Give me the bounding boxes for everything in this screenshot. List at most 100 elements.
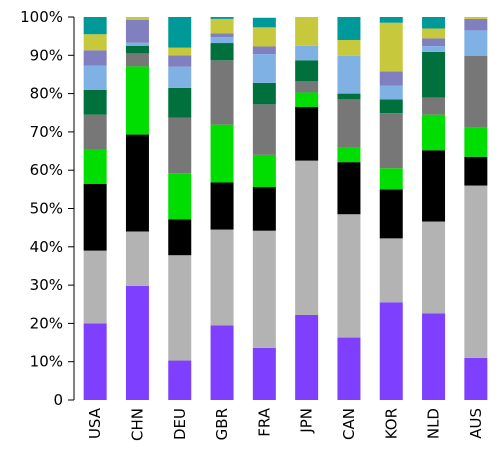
bar-segment (422, 46, 446, 52)
bar-segment (83, 323, 107, 400)
y-tick-label: 70% (30, 123, 63, 141)
bar-segment (125, 231, 149, 286)
bar-segment (168, 47, 192, 56)
x-tick-label: DEU (171, 408, 189, 440)
y-tick-label: 40% (30, 238, 63, 256)
bar-stack-nld (422, 17, 446, 400)
x-axis: USA CHN DEU GBR FRA JPN CAN KOR NLD AUS (86, 407, 485, 441)
y-tick-label: 50% (30, 200, 63, 218)
x-tick-label: GBR (213, 408, 231, 440)
bar-segment (379, 85, 403, 100)
bar-segment (210, 17, 234, 19)
bar-segment (168, 117, 192, 174)
bar-segment (422, 28, 446, 39)
bar-stack-fra (252, 17, 276, 400)
x-tick-label: NLD (425, 408, 443, 439)
bar-segment (252, 104, 276, 155)
bar-segment (125, 45, 149, 54)
bar-segment (295, 92, 319, 108)
bar-segment (295, 60, 319, 82)
bar-segment (125, 134, 149, 232)
y-tick-label: 60% (30, 161, 63, 179)
bar-segment (210, 325, 234, 400)
bar-segment (337, 147, 361, 163)
bar-segment (252, 17, 276, 28)
bar-segment (379, 22, 403, 72)
bar-segment (83, 65, 107, 90)
bar-segment (83, 34, 107, 51)
x-tick-label: KOR (382, 408, 400, 439)
bar-stack-jpn (295, 17, 319, 400)
bar-segment (168, 66, 192, 88)
bar-segment (83, 149, 107, 184)
bar-segment (125, 42, 149, 46)
bar-segment (337, 93, 361, 100)
bar-segment (295, 45, 319, 61)
bar-segment (210, 37, 234, 44)
bar-segment (210, 182, 234, 230)
bar-segment (464, 357, 488, 400)
bar-segment (83, 17, 107, 35)
bar-segment (464, 156, 488, 186)
bar-segment (379, 99, 403, 114)
bar-segment (125, 66, 149, 135)
bar-segment (464, 185, 488, 358)
bar-segment (210, 60, 234, 125)
bar-stack-kor (379, 17, 403, 400)
bar-segment (422, 313, 446, 400)
bar-segment (168, 17, 192, 48)
bar-segment (379, 302, 403, 400)
bar-segment (422, 51, 446, 98)
x-tick-label: JPN (298, 408, 316, 434)
bar-segment (125, 17, 149, 20)
x-tick-label: AUS (467, 408, 485, 439)
bar-segment (337, 162, 361, 215)
x-tick-label: CHN (128, 408, 146, 441)
bar-segment (464, 55, 488, 128)
bar-segment (422, 38, 446, 47)
bar-segment (379, 168, 403, 190)
bars (83, 17, 488, 400)
bar-segment (83, 50, 107, 66)
y-tick-label: 90% (30, 46, 63, 64)
y-tick-label: 20% (30, 314, 63, 332)
bar-stack-chn (125, 17, 149, 400)
bar-stack-usa (83, 17, 107, 400)
bar-segment (422, 97, 446, 115)
bar-segment (125, 19, 149, 43)
x-tick-label: FRA (255, 407, 273, 436)
bar-segment (83, 89, 107, 115)
bar-segment (295, 160, 319, 315)
bar-segment (168, 360, 192, 400)
bar-segment (210, 33, 234, 38)
y-tick-label: 80% (30, 85, 63, 103)
bar-segment (252, 154, 276, 188)
bar-segment (379, 189, 403, 239)
y-tick-label: 0 (53, 391, 63, 409)
bar-segment (464, 17, 488, 19)
bar-segment (125, 53, 149, 67)
bar-segment (210, 43, 234, 61)
bar-segment (168, 55, 192, 67)
bar-segment (125, 285, 149, 400)
bar-segment (337, 39, 361, 56)
bar-segment (252, 46, 276, 55)
bar-segment (83, 114, 107, 150)
bar-segment (337, 55, 361, 94)
bar-segment (252, 347, 276, 400)
bar-segment (252, 27, 276, 47)
bar-segment (168, 173, 192, 220)
bar-segment (168, 87, 192, 118)
bar-segment (295, 17, 319, 46)
bar-segment (210, 124, 234, 183)
bar-segment (252, 82, 276, 105)
bar-segment (422, 150, 446, 222)
bar-segment (337, 214, 361, 338)
bar-segment (252, 230, 276, 348)
bar-segment (464, 30, 488, 56)
bar-segment (295, 81, 319, 93)
bar-segment (379, 71, 403, 86)
bar-segment (168, 219, 192, 256)
y-tick-label: 10% (30, 353, 63, 371)
